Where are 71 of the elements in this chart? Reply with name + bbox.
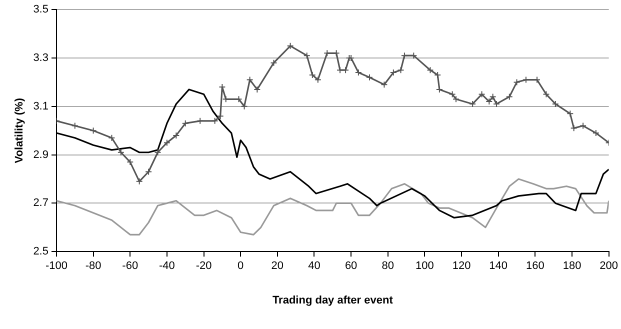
point [493, 100, 500, 108]
x-tick-label: 200 [600, 260, 618, 272]
point [513, 78, 520, 86]
x-tick-label: 140 [489, 260, 508, 272]
point [552, 100, 559, 108]
point [380, 81, 388, 88]
point [154, 148, 162, 156]
y-axis-title: Volatility (%) [14, 98, 26, 164]
point [366, 74, 373, 81]
x-tick-label: 100 [416, 260, 434, 272]
point [136, 178, 143, 185]
point [117, 148, 124, 156]
point [90, 127, 97, 134]
y-tick-label: 2.5 [33, 246, 48, 258]
x-tick-label: -40 [159, 260, 175, 272]
point [308, 71, 316, 78]
point [506, 93, 513, 100]
point [246, 76, 254, 84]
point [436, 86, 443, 93]
x-tick-label: -20 [196, 260, 212, 272]
point [126, 158, 134, 166]
point [426, 66, 434, 74]
point [570, 124, 578, 132]
point [489, 93, 496, 100]
point [469, 100, 476, 108]
point [336, 66, 344, 74]
point [410, 52, 418, 60]
point [390, 69, 397, 76]
x-tick-label: -80 [85, 260, 102, 272]
point [397, 66, 404, 74]
point [71, 122, 78, 130]
y-tick-label: 3.5 [33, 4, 48, 16]
point [566, 110, 574, 118]
y-tick-label: 2.7 [33, 197, 48, 210]
point [342, 66, 350, 74]
point [254, 86, 261, 93]
y-tick-label: 3.3 [33, 52, 48, 64]
x-tick-label: 160 [526, 260, 544, 272]
y-tick-label: 2.9 [33, 148, 48, 161]
point [592, 130, 600, 137]
point [303, 52, 310, 60]
x-tick-label: 0 [238, 260, 244, 272]
x-tick-label: -60 [122, 260, 138, 272]
point [286, 42, 294, 50]
point [216, 112, 224, 120]
x-tick-label: 180 [562, 260, 582, 272]
point [314, 76, 322, 84]
point [182, 120, 189, 127]
x-tick-label: 60 [344, 260, 358, 272]
point [240, 102, 248, 110]
point [400, 52, 408, 60]
point [163, 139, 170, 146]
point [434, 71, 442, 78]
point [580, 122, 587, 130]
point [196, 117, 204, 124]
x-tick-label: 20 [271, 260, 284, 272]
x-tick-label: 40 [308, 260, 320, 272]
x-axis-title: Trading day after event [272, 294, 394, 306]
point [270, 59, 278, 66]
point [145, 168, 152, 176]
x-tick-label: 120 [452, 260, 471, 272]
x-tick-label: -100 [45, 260, 68, 272]
point [542, 90, 550, 98]
point [172, 132, 180, 139]
point [478, 90, 486, 98]
point [211, 117, 218, 124]
point [486, 98, 493, 106]
x-tick-label: 80 [382, 260, 394, 272]
point [108, 134, 116, 142]
point [354, 69, 362, 76]
y-tick-label: 3.1 [33, 100, 48, 112]
